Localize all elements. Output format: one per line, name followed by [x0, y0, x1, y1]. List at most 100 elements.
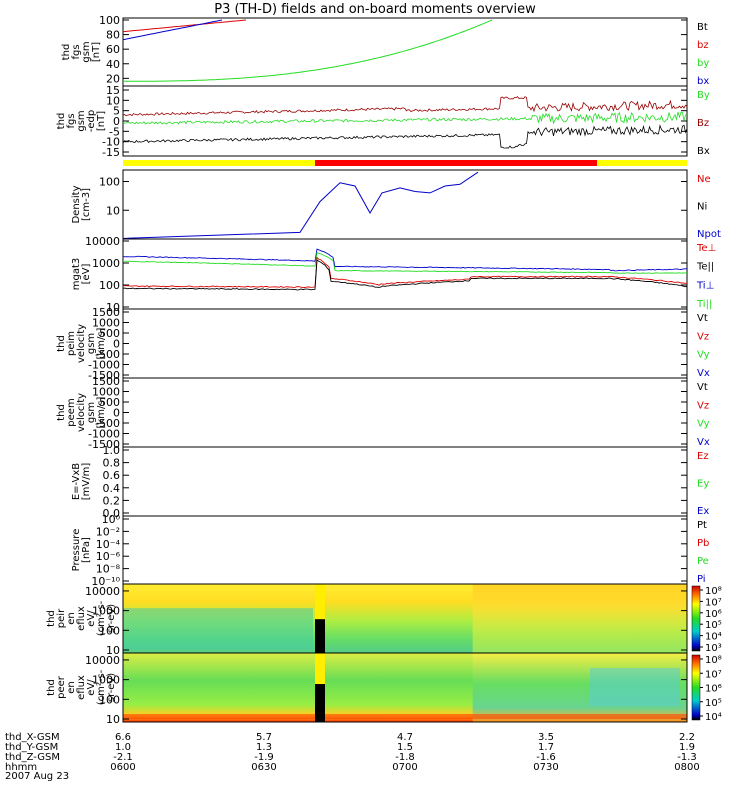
efield-ylabel: E=-VxB [71, 463, 82, 500]
efield-ytick: 0.0 [103, 507, 121, 520]
status-bar-yellow-1 [123, 160, 315, 166]
fgs-edp-bx-line [122, 124, 688, 149]
peem-velocity-legend-3: Vx [697, 437, 710, 448]
pressure-legend-0: Pt [697, 520, 707, 531]
peir-spectrogram-ytick: 10000 [85, 585, 120, 598]
pressure-legend-3: Pi [697, 574, 706, 585]
footer-row-label: hhmm [5, 762, 37, 773]
peer-spectrogram-ylabel: (cm²-s- [96, 669, 107, 705]
peem-velocity-ylabel: peem [66, 398, 77, 426]
temperature-teperp-line [123, 256, 688, 288]
pressure-ylabel: Pressure [71, 529, 82, 572]
peem-velocity-ytick: 500 [99, 396, 120, 409]
density-legend-1: Ni [697, 202, 707, 213]
fgs-edp-ytick: -5 [109, 125, 120, 138]
peim-velocity-ylabel: thd [56, 335, 67, 352]
efield-ytick: 0.2 [103, 494, 121, 507]
fgs-edp-ytick: 5 [113, 105, 120, 118]
peem-velocity-ylabel: [km/s] [96, 396, 107, 428]
peer-spectrogram-ylabel: peer [56, 675, 67, 699]
peir-spectrogram-colorbar-tick: 10³ [705, 643, 722, 654]
fgs-edp-ylabel: -edp [86, 110, 97, 132]
peir-spectrogram-ylabel: thd [46, 610, 57, 627]
fgs-edp-legend-2: Bx [697, 146, 710, 157]
peem-velocity-ytick: 0 [113, 407, 120, 420]
pressure-ytick: 10⁰ [102, 513, 121, 526]
peim-velocity-ytick: -1500 [88, 369, 120, 382]
peir-spectrogram-colorbar [691, 585, 701, 652]
fgs-mag-legend-1: bz [697, 40, 709, 51]
pressure-ytick: 10⁻¹⁰ [91, 575, 120, 588]
pressure-legend-2: Pe [697, 556, 709, 567]
peem-velocity-ytick: 1000 [92, 386, 120, 399]
peem-velocity-ylabel: velocity [76, 393, 87, 432]
fgs-mag-ylabel: fgs [71, 44, 82, 59]
pressure-ytick: 10⁻² [96, 525, 120, 538]
footer-value: -1.3 [677, 752, 697, 763]
fgs-mag-ytick: 20 [106, 72, 120, 85]
peir-spectrogram-ylabel: sr-eV) [106, 604, 117, 633]
peem-velocity-ylabel: gsm [86, 402, 97, 423]
peem-velocity-legend-0: Vt [697, 382, 708, 393]
temperature-ytick: 10000 [85, 235, 120, 248]
footer-row-label: thd_Z-GSM [5, 752, 60, 763]
peem-velocity-frame [122, 377, 688, 448]
peir-spectrogram-colorbar-tick: 10⁴ [705, 632, 722, 643]
fgs-edp-bz-line [122, 96, 688, 117]
fgs-mag-by-line [123, 19, 493, 82]
temperature-ylabel: mgat3 [71, 258, 82, 291]
footer-value: -1.6 [536, 752, 556, 763]
footer-value: 4.7 [397, 732, 413, 743]
footer-value: 1.9 [679, 742, 695, 753]
peim-velocity-ytick: 1000 [92, 317, 120, 330]
peim-velocity-ylabel: velocity [76, 324, 87, 363]
peer-spectrogram-colorbar-tick: 10⁷ [705, 669, 722, 680]
peir-spectrogram-colorbar-tick: 10⁸ [705, 586, 722, 597]
temperature-tiperp-line [122, 248, 687, 272]
temperature-tipar-line [122, 252, 687, 274]
efield-ytick: 0.4 [103, 482, 121, 495]
fgs-mag-ytick: 100 [99, 14, 120, 27]
fgs-mag-ytick: 40 [106, 58, 120, 71]
peir-spectrogram-ylabel: eV/ [86, 610, 97, 627]
fgs-edp-ylabel: [nT] [96, 111, 107, 131]
efield-ytick: 1.0 [103, 444, 121, 457]
fgs-edp-ylabel: gsm [76, 110, 87, 131]
footer-value: 1.0 [115, 742, 131, 753]
peir-spectrogram-heatmap-late [472, 584, 687, 653]
peer-spectrogram-colorbar [691, 654, 701, 721]
footer-value: 6.6 [115, 732, 131, 743]
footer-value: 0730 [533, 762, 558, 773]
peim-velocity-ytick: -500 [95, 348, 120, 361]
peir-spectrogram-ytick: 100 [99, 624, 120, 637]
fgs-edp-ylabel: thd [56, 113, 67, 130]
density-npot-line [122, 171, 479, 239]
pressure-legend-1: Pb [697, 538, 709, 549]
peer-spectrogram-colorbar-tick: 10⁶ [705, 684, 722, 695]
peir-spectrogram-gap-yellow [315, 584, 325, 653]
footer-date: 2007 Aug 23 [5, 771, 69, 782]
peir-spectrogram-ylabel: peir [56, 608, 67, 628]
peer-spectrogram-ylabel: sr-eV) [106, 673, 117, 702]
peim-velocity-legend-2: Vy [697, 350, 710, 361]
footer-row-label: thd_X-GSM [5, 732, 60, 743]
fgs-mag-ytick: 60 [106, 43, 120, 56]
peir-spectrogram-ylabel: (cm²-s- [96, 600, 107, 636]
density-frame [122, 169, 688, 240]
pressure-ytick: 10⁻⁸ [96, 563, 121, 576]
temperature-ytick: 1000 [92, 257, 120, 270]
fgs-mag-legend-3: bx [697, 76, 709, 87]
temperature-legend-3: Ti|| [696, 299, 712, 310]
peer-spectrogram-ylabel: eflux [76, 675, 87, 700]
pressure-ytick: 10⁻⁶ [96, 550, 121, 563]
fgs-mag-frame [122, 17, 688, 87]
peim-velocity-ytick: 1500 [92, 306, 120, 319]
footer-value: 0800 [674, 762, 699, 773]
pressure-ylabel: [nPa] [81, 537, 92, 563]
peim-velocity-legend-1: Vz [697, 331, 709, 342]
peem-velocity-legend-1: Vz [697, 400, 709, 411]
peir-spectrogram-ylabel: eflux [76, 606, 87, 631]
peir-spectrogram-ytick: 1000 [92, 605, 120, 618]
fgs-edp-by-line [122, 111, 688, 125]
